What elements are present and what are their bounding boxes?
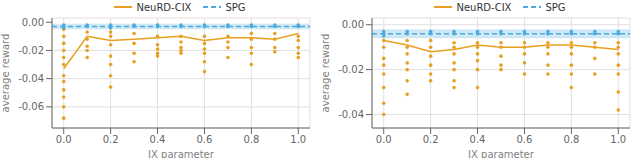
- svg-text:0.4: 0.4: [150, 134, 166, 145]
- html-text:SPG: SPG: [545, 1, 566, 13]
- svg-text:average reward: average reward: [8, 34, 11, 113]
- svg-text:0.2: 0.2: [423, 134, 439, 145]
- svg-text:0.2: 0.2: [103, 134, 119, 145]
- svg-text:-0.04: -0.04: [338, 109, 364, 120]
- svg-text:-0.06: -0.06: [18, 101, 44, 112]
- svg-text:-0.02: -0.02: [338, 64, 364, 75]
- svg-text:0.00: 0.00: [342, 19, 364, 30]
- svg-text:1.0: 1.0: [610, 134, 626, 145]
- html-text:NeuRD-CIX: NeuRD-CIX: [136, 1, 192, 13]
- svg-text:0.8: 0.8: [243, 134, 259, 145]
- svg-text:0.4: 0.4: [470, 134, 486, 145]
- svg-text:0.6: 0.6: [517, 134, 533, 145]
- html-text:SPG: SPG: [225, 1, 246, 13]
- svg-text:IX parameter: IX parameter: [148, 149, 215, 158]
- svg-text:0.0: 0.0: [56, 134, 72, 145]
- svg-text:0.0: 0.0: [376, 134, 392, 145]
- svg-text:0.00: 0.00: [22, 17, 44, 28]
- svg-text:0.6: 0.6: [197, 134, 213, 145]
- svg-text:0.8: 0.8: [563, 134, 579, 145]
- html-text:NeuRD-CIX: NeuRD-CIX: [456, 1, 512, 13]
- svg-text:-0.04: -0.04: [18, 73, 44, 84]
- svg-text:-0.02: -0.02: [18, 45, 44, 56]
- svg-text:IX parameter: IX parameter: [468, 149, 535, 158]
- svg-text:average reward: average reward: [320, 34, 331, 113]
- svg-text:1.0: 1.0: [290, 134, 306, 145]
